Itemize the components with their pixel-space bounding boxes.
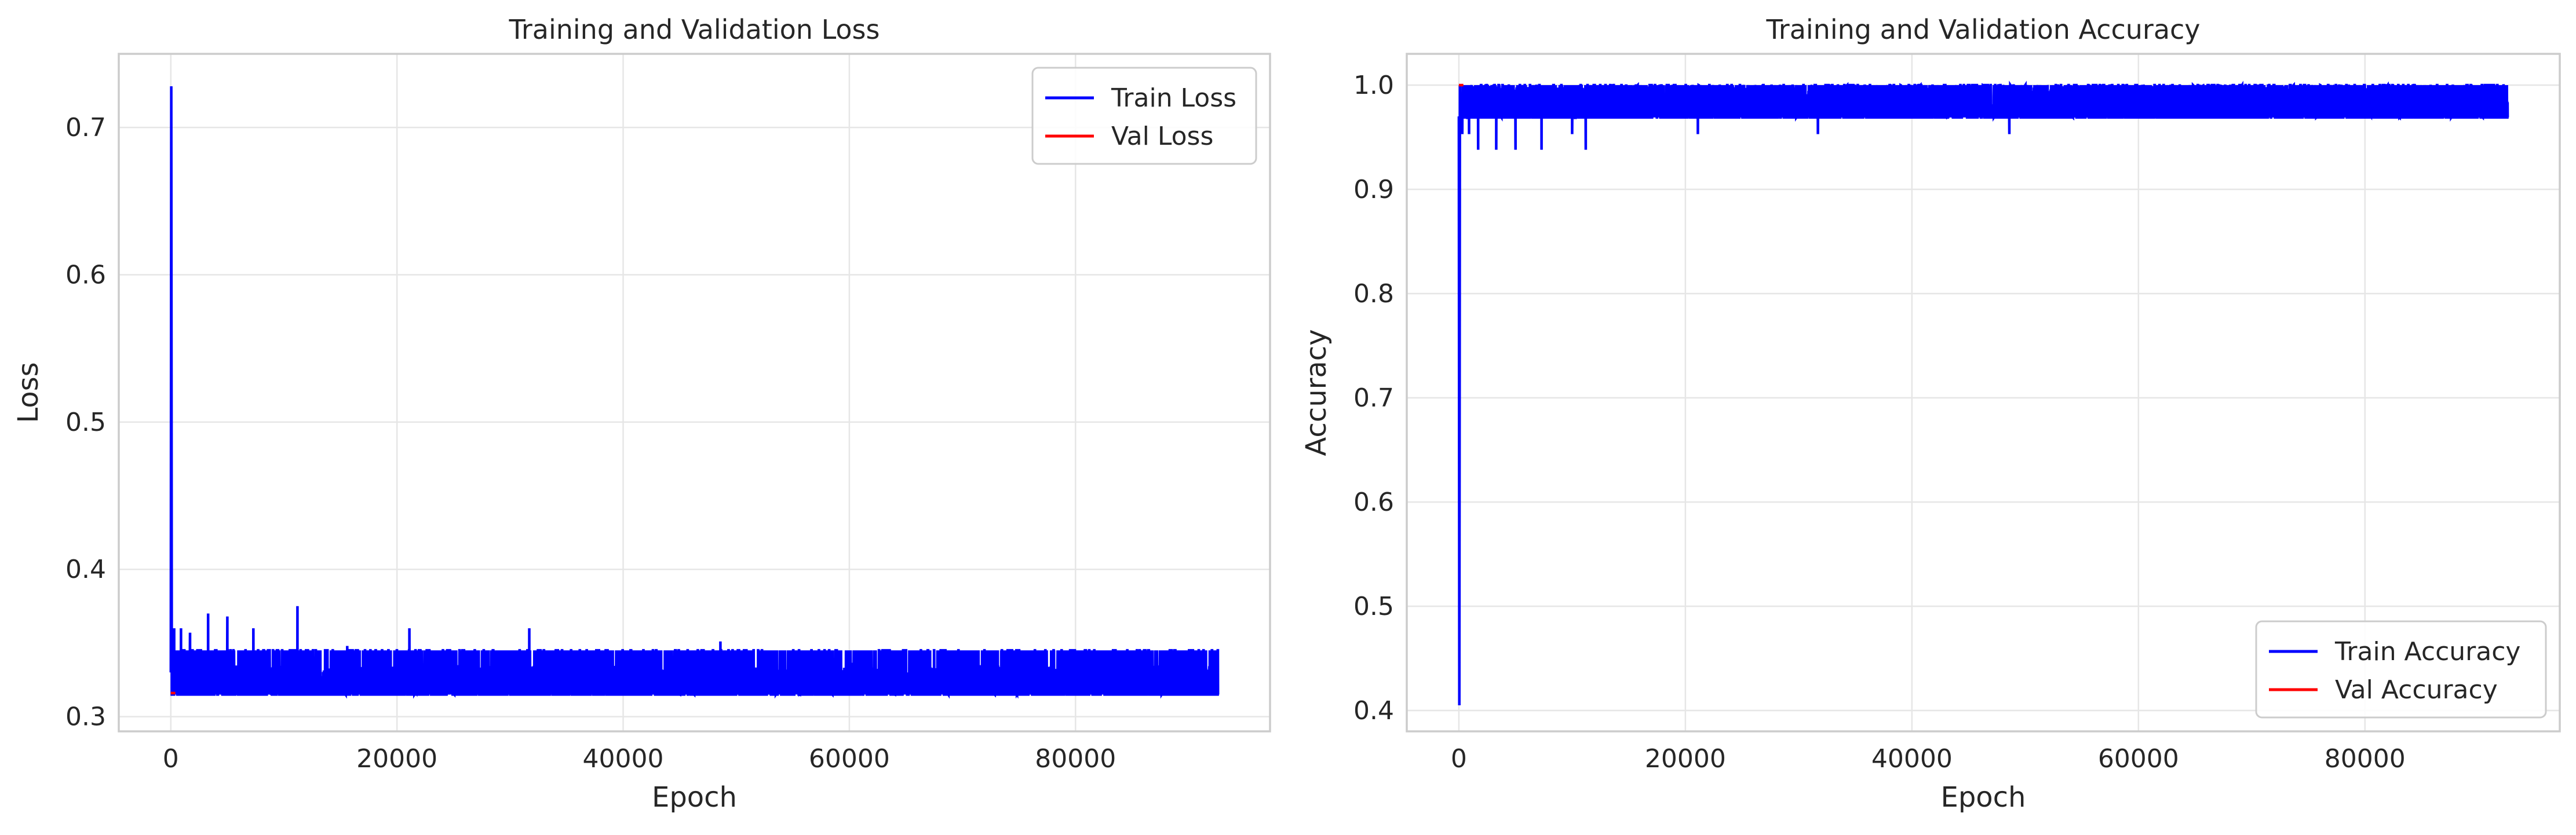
x-axis-label: Epoch: [1941, 781, 2026, 814]
plot-area: [169, 86, 1220, 699]
legend-label: Val Accuracy: [2335, 675, 2498, 705]
y-tick-label: 0.4: [1353, 696, 1394, 726]
legend-box: [1031, 67, 1257, 165]
x-axis-label: Epoch: [652, 781, 737, 814]
y-tick-label: 0.4: [65, 555, 106, 584]
y-tick-label: 0.5: [65, 408, 106, 437]
y-tick-label: 0.7: [1353, 383, 1394, 413]
axes-frame: [1406, 53, 2561, 733]
x-tick-label: 0: [163, 744, 179, 774]
legend-label: Val Loss: [1111, 122, 1213, 151]
x-tick-label: 20000: [356, 744, 437, 774]
x-tick-label: 80000: [2325, 744, 2406, 774]
y-tick-label: 0.3: [65, 702, 106, 732]
series-line-train-accuracy: [1457, 80, 2509, 706]
y-tick-label: 0.9: [1353, 175, 1394, 204]
legend: Train Loss Val Loss: [1031, 67, 1257, 165]
y-tick-label: 0.5: [1353, 592, 1394, 621]
y-tick-label: 0.8: [1353, 279, 1394, 309]
y-tick-label: 0.6: [65, 261, 106, 290]
loss-chart: 0 20000 40000 60000 80000 0.3 0.4 0.5 0.6 0.7 Trai…: [12, 14, 1271, 814]
y-axis-label: Accuracy: [1300, 329, 1333, 456]
legend: Train Accuracy Val Accuracy: [2255, 620, 2547, 719]
x-tick-label: 40000: [583, 744, 664, 774]
x-tick-label: 60000: [809, 744, 890, 774]
axes-frame: [118, 53, 1271, 733]
accuracy-chart: 0 20000 40000 60000 80000 0.4 0.5 0.6 0.7 0.8 0.9 1…: [1300, 14, 2561, 814]
x-tick-label: 80000: [1035, 744, 1116, 774]
plot-area: [1457, 80, 2509, 706]
legend-label: Train Loss: [1111, 83, 1236, 113]
chart-title: Training and Validation Accuracy: [1765, 14, 2200, 45]
y-tick-label: 1.0: [1353, 71, 1394, 100]
x-tick-label: 20000: [1645, 744, 1726, 774]
x-tick-label: 0: [1451, 744, 1467, 774]
legend-box: [2255, 620, 2547, 719]
series-line-train-loss: [169, 86, 1220, 699]
legend-label: Train Accuracy: [2334, 637, 2520, 666]
x-tick-label: 40000: [1871, 744, 1953, 774]
y-tick-label: 0.7: [65, 113, 106, 142]
x-tick-label: 60000: [2098, 744, 2179, 774]
y-axis-label: Loss: [12, 362, 45, 423]
chart-title: Training and Validation Loss: [509, 14, 880, 45]
y-tick-label: 0.6: [1353, 488, 1394, 517]
